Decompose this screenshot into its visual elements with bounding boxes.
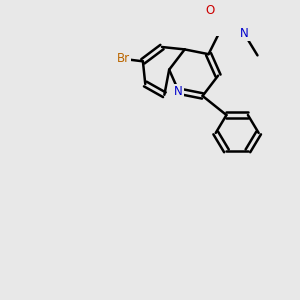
Text: N: N: [240, 27, 249, 40]
Text: Br: Br: [117, 52, 130, 65]
Text: N: N: [174, 85, 183, 98]
Text: O: O: [205, 4, 214, 16]
